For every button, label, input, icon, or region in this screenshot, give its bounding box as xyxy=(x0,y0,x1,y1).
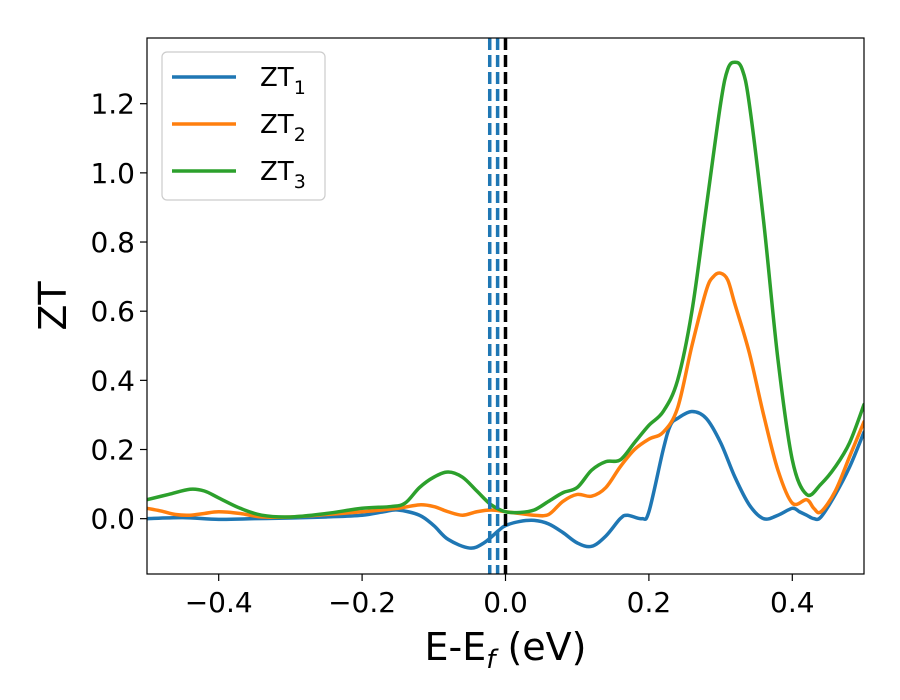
legend-label-zt2: ZT2 xyxy=(260,110,306,146)
y-tick-label: 0.2 xyxy=(90,434,135,467)
x-axis-label-unit: (eV) xyxy=(495,625,586,669)
x-tick-label: 0.4 xyxy=(770,586,815,619)
y-tick-label: 0.6 xyxy=(90,295,135,328)
legend-label-zt1: ZT1 xyxy=(260,63,306,99)
x-axis-label-main: E-E xyxy=(425,625,487,669)
y-tick-label: 0.0 xyxy=(90,503,135,536)
x-tick-label: −0.4 xyxy=(185,586,253,619)
x-tick-label: 0.2 xyxy=(627,586,672,619)
x-tick-label: 0.0 xyxy=(483,586,528,619)
y-axis-label: ZT xyxy=(31,281,75,331)
y-tick-label: 1.2 xyxy=(90,88,135,121)
y-tick-label: 1.0 xyxy=(90,157,135,190)
x-tick-label: −0.2 xyxy=(328,586,396,619)
ticks-layer: −0.4 −0.2 0.0 0.2 0.4 0.0 0.2 0.4 0.6 0.8 1.0 1.2 xyxy=(90,88,814,619)
legend-box xyxy=(161,51,326,201)
y-tick-label: 0.8 xyxy=(90,226,135,259)
legend-label-zt3: ZT3 xyxy=(260,157,306,193)
x-axis-label: E-Ef (eV) xyxy=(425,625,587,675)
data-layer xyxy=(147,38,864,574)
series-line-zt3 xyxy=(147,60,864,519)
y-tick-label: 0.4 xyxy=(90,364,135,397)
legend: ZT1 ZT2 ZT3 xyxy=(161,51,326,201)
